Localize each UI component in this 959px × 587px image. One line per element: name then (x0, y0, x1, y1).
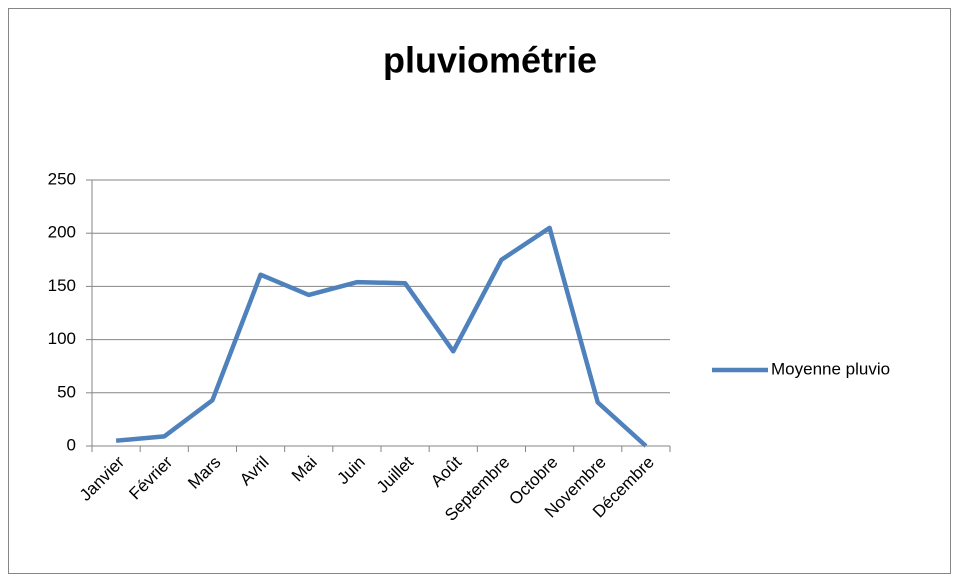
y-tick-label: 0 (67, 435, 76, 454)
y-tick-label: 150 (48, 276, 76, 295)
y-tick-label: 100 (48, 329, 76, 348)
line (115, 225, 648, 448)
y-tick-label: 200 (48, 223, 76, 242)
chart-frame (8, 8, 951, 574)
y-tick-label: 250 (48, 169, 76, 188)
legend-label: Moyenne pluvio (771, 359, 890, 378)
chart-title: pluviométrie (383, 40, 597, 81)
y-tick-label: 50 (57, 382, 76, 401)
